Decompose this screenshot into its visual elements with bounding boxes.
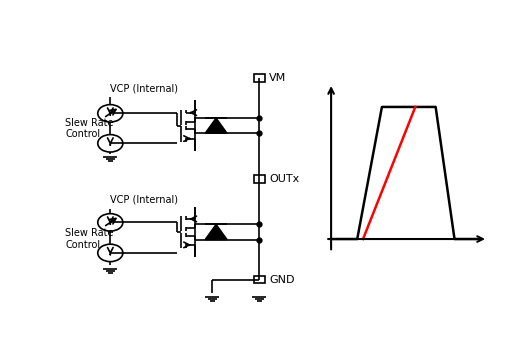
Bar (254, 276, 264, 284)
Polygon shape (205, 118, 227, 133)
Text: OUTx: OUTx (269, 174, 299, 184)
Text: Slew Rate
Control: Slew Rate Control (65, 228, 114, 250)
Bar (254, 175, 264, 183)
Text: Slew Rate
Control: Slew Rate Control (65, 118, 114, 139)
Text: VCP (Internal): VCP (Internal) (110, 84, 178, 94)
Bar (254, 74, 264, 82)
Text: VM: VM (269, 73, 286, 83)
Polygon shape (205, 224, 227, 240)
Text: VCP (Internal): VCP (Internal) (110, 194, 178, 204)
Text: GND: GND (269, 275, 294, 285)
